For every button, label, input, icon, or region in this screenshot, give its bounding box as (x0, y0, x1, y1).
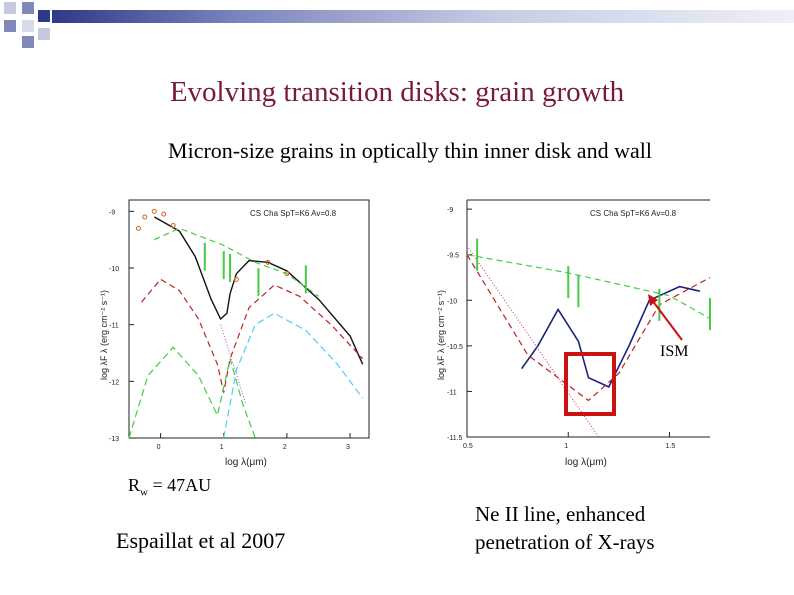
y-tick-label: -9 (109, 209, 115, 216)
ylabel-right: log λF λ (erg cm⁻² s⁻¹) (436, 290, 446, 380)
xlabel-left: log λ(μm) (225, 457, 267, 468)
y-tick-label: -13 (109, 436, 119, 443)
y-tick-label: -10.5 (447, 344, 463, 351)
x-tick-label: 3 (346, 444, 350, 451)
x-tick-label: 1.5 (666, 443, 676, 450)
series-total-model (153, 216, 364, 365)
y-tick-label: -10 (447, 298, 457, 305)
ism-arrow (648, 294, 683, 341)
ne-caption-line-1: Ne II line, enhanced (475, 502, 646, 526)
photometry-point (161, 211, 167, 217)
series-red-inner-disk (141, 278, 364, 393)
photometry-point (265, 259, 271, 265)
y-tick-label: -9.5 (447, 253, 459, 260)
corner-squares (0, 0, 100, 60)
photometry-point (135, 225, 141, 231)
series-green-dashed-photosphere (154, 227, 319, 297)
xlabel-right: log λ(μm) (565, 457, 607, 468)
x-tick-label: 0.5 (463, 443, 473, 450)
series-cyan-outer-wall (223, 312, 364, 439)
y-tick-label: -10 (109, 266, 119, 273)
series-IRS-spectrum (521, 285, 701, 388)
header-bar (52, 10, 794, 23)
x-tick-label: 0 (157, 444, 161, 451)
ism-label: ISM (660, 343, 689, 360)
series-green-inner-wall (128, 346, 256, 439)
photometry-point (142, 214, 148, 220)
photometry-point (151, 208, 157, 214)
ne-line-highlight-box (564, 352, 616, 416)
y-tick-label: -11 (109, 323, 119, 330)
y-tick-label: -12 (109, 379, 119, 386)
y-tick-label: -11.5 (447, 435, 463, 442)
photometry-point (284, 271, 290, 277)
plot-frame (128, 199, 370, 439)
y-tick-label: -9 (447, 207, 453, 214)
reference: Espaillat et al 2007 (116, 528, 286, 553)
sed-plot-right: 0.5 1 1.5 -9 -9.5 -10 -10.5 -11 -11.5 CS Cha SpT… (430, 185, 720, 470)
ylabel-left: log λF λ (erg cm⁻² s⁻¹) (99, 290, 109, 380)
ne-caption-line-2: penetration of X-rays (475, 530, 655, 554)
legend-left: CS Cha SpT=K6 Av=0.8 (250, 209, 337, 218)
x-tick-label: 1 (564, 443, 568, 450)
x-tick-label: 2 (283, 444, 287, 451)
y-tick-label: -11 (447, 389, 457, 396)
photometry-point (233, 276, 239, 282)
series-red-model (466, 254, 711, 402)
dotted-tail (220, 324, 247, 405)
photometry-point (170, 223, 176, 228)
legend-right: CS Cha SpT=K6 Av=0.8 (590, 209, 677, 218)
slide-subtitle: Micron-size grains in optically thin inn… (168, 138, 652, 163)
slide-title: Evolving transition disks: grain growth (169, 76, 625, 108)
x-tick-label: 1 (220, 444, 224, 451)
rw-label: Rw = 47AU (128, 475, 212, 499)
series-green-ISM (466, 254, 711, 320)
ne-caption: Ne II line, enhanced penetration of X-ra… (475, 500, 735, 556)
sed-plot-left: 0 1 2 3 -9 -10 -11 -12 -13 CS Cha SpT=K6 Av=0.8 … (95, 185, 380, 470)
